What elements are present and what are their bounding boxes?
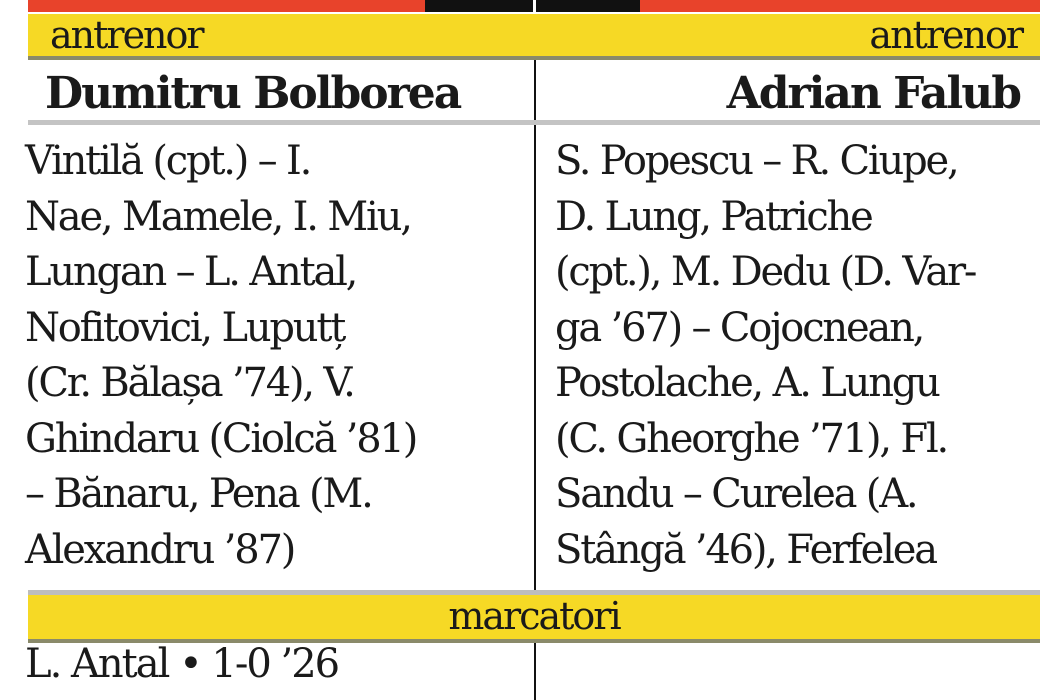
away-coach-label: antrenor bbox=[869, 13, 1024, 57]
lineup-line: Lungan – L. Antal, bbox=[25, 249, 358, 295]
lineup-line: Postolache, A. Lungu bbox=[555, 360, 941, 406]
lineup-line: ga ’67) – Cojocnean, bbox=[555, 304, 925, 351]
lineup-line: Nofitovici, Luputț bbox=[25, 304, 346, 351]
scorers-list: L. Antal • 1-0 ’26 bbox=[25, 638, 340, 690]
lineup-line: – Bănaru, Pena (M. bbox=[25, 471, 374, 517]
scorer-line: L. Antal • 1-0 ’26 bbox=[25, 641, 340, 687]
coach-label-band: antrenor antrenor bbox=[28, 14, 1040, 60]
scorers-label-band: marcatori bbox=[28, 590, 1040, 643]
lineup-line: Nae, Mamele, I. Miu, bbox=[25, 193, 413, 240]
away-lineup: S. Popescu – R. Ciupe, D. Lung, Patriche… bbox=[555, 134, 977, 578]
lineup-line: Stângă ’46), Ferfelea bbox=[555, 526, 938, 573]
scorers-label: marcatori bbox=[448, 594, 621, 638]
lineup-line: D. Lung, Patriche bbox=[555, 193, 874, 240]
home-coach-name: Dumitru Bolborea bbox=[45, 68, 462, 119]
home-lineup: Vintilă (cpt.) – I. Nae, Mamele, I. Miu,… bbox=[25, 134, 418, 578]
lineup-line: Sandu – Curelea (A. bbox=[555, 471, 919, 517]
lineup-line: S. Popescu – R. Ciupe, bbox=[555, 138, 960, 184]
lineup-line: Ghindaru (Ciolcă ’81) bbox=[25, 415, 418, 462]
lineup-line: Vintilă (cpt.) – I. bbox=[25, 138, 312, 184]
lineup-line: (C. Gheorghe ’71), Fl. bbox=[555, 415, 949, 462]
header-rule bbox=[28, 120, 1040, 125]
lineup-line: (Cr. Bălașa ’74), V. bbox=[25, 360, 356, 406]
lineup-line: (cpt.), M. Dedu (D. Var- bbox=[555, 249, 977, 295]
top-divider-gap bbox=[533, 0, 536, 12]
top-black-block bbox=[425, 0, 640, 12]
away-coach-name: Adrian Falub bbox=[726, 68, 1022, 119]
home-coach-label: antrenor bbox=[50, 13, 205, 57]
lineup-line: Alexandru ’87) bbox=[25, 526, 296, 573]
column-divider bbox=[534, 60, 536, 700]
